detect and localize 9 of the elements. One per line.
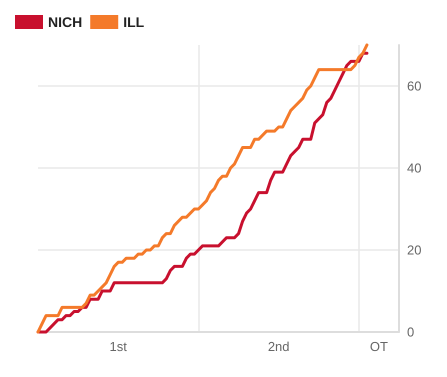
legend-label: ILL [123, 14, 145, 30]
y-tick-label: 40 [407, 160, 422, 176]
y-tick-label: 60 [407, 78, 422, 94]
x-tick-label: 2nd [268, 339, 290, 354]
x-tick-label: OT [370, 339, 388, 354]
y-tick-label: 20 [407, 242, 422, 258]
x-tick-label: 1st [110, 339, 128, 354]
legend-label: NICH [48, 14, 82, 30]
y-tick-label: 0 [407, 324, 414, 340]
